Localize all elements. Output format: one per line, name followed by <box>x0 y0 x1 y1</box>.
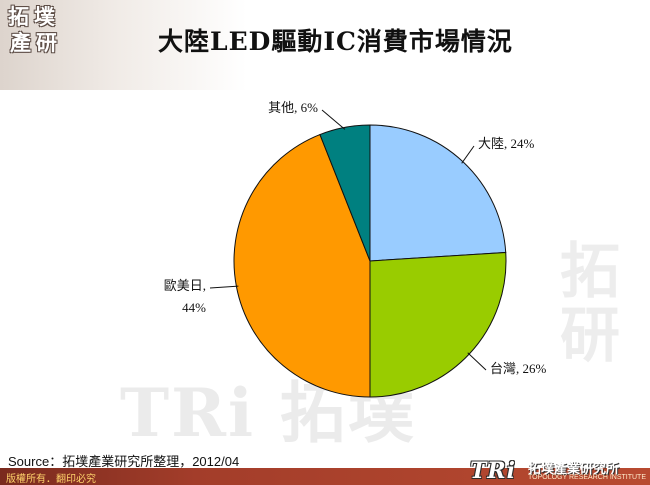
pie-label-3-value: 44% <box>182 300 206 315</box>
pie-leader-line-1 <box>461 145 475 164</box>
footer-company-english: TOPOLOGY RESEARCH INSTITUTE <box>528 474 646 481</box>
pie-leader-line-4 <box>321 109 346 130</box>
pie-leader-line-3 <box>209 285 239 289</box>
company-logo: 拓 墣 產 研 <box>6 4 68 60</box>
source-note: Source：拓墣產業研究所整理，2012/04 <box>8 454 240 469</box>
page-title: 大陸LED驅動IC消費市場情況 <box>158 27 513 56</box>
copyright-text: 版權所有．翻印必究 <box>6 474 96 485</box>
footer-company-name: 拓墣產業研究所 <box>528 462 620 477</box>
logo-char-2: 墣 <box>34 4 55 29</box>
footer-bar <box>0 468 650 485</box>
pie-leader-lines <box>209 109 487 371</box>
footer-logo-mark: TRi <box>470 458 517 484</box>
pie-leader-line-2 <box>467 352 487 371</box>
pie-slice-4 <box>319 124 371 262</box>
logo-char-1: 拓 <box>8 4 29 29</box>
pie-label-3: 歐美日, <box>164 278 206 293</box>
pie-label-4: 其他, 6% <box>268 100 318 115</box>
pie-label-1: 大陸, 24% <box>478 136 535 151</box>
header-background <box>0 0 650 90</box>
pie-slice-2 <box>369 251 507 398</box>
logo-char-3: 產 <box>10 30 31 55</box>
logo-char-4: 研 <box>36 30 57 55</box>
pie-labels: 大陸, 24% 台灣, 26% 歐美日, 44% 其他, 6% <box>164 100 547 376</box>
background-watermark-side: 拓研 <box>560 240 620 371</box>
pie-slices <box>233 124 507 398</box>
pie-label-2: 台灣, 26% <box>490 361 547 376</box>
